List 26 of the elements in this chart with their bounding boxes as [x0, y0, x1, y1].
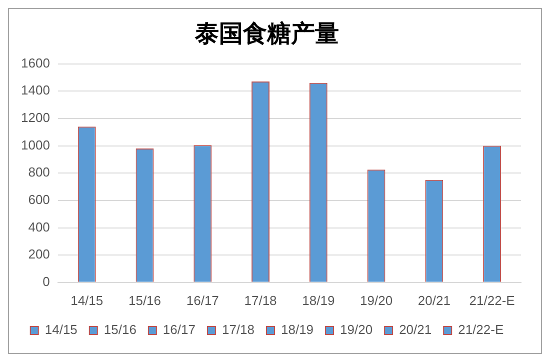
legend-label: 21/22-E [458, 322, 504, 338]
x-tick-label: 18/19 [302, 292, 335, 308]
y-tick-label: 0 [42, 274, 50, 289]
x-tick-label: 20/21 [418, 292, 450, 308]
x-tick-label: 17/18 [244, 292, 277, 308]
y-tick-label: 1600 [21, 55, 50, 70]
legend-label: 18/19 [281, 322, 314, 338]
y-tick-label: 1400 [21, 82, 50, 98]
y-tick-label: 800 [28, 164, 50, 180]
y-tick-label: 400 [28, 219, 50, 234]
x-tick-label: 15/16 [128, 292, 162, 308]
chart-title: 泰国食糖产量 [194, 18, 339, 48]
y-tick-label: 200 [28, 246, 50, 262]
x-tick-label: 14/15 [70, 292, 104, 308]
legend-label: 16/17 [162, 322, 196, 338]
x-tick-label: 16/17 [186, 292, 219, 308]
y-tick-label: 1000 [21, 137, 50, 152]
y-tick-label: 600 [28, 192, 50, 208]
legend-label: 17/18 [222, 322, 255, 338]
x-tick-label: 19/20 [360, 292, 393, 308]
y-tick-label: 1200 [21, 110, 50, 126]
legend-label: 15/16 [104, 322, 136, 338]
x-tick-label: 21/22-E [469, 292, 516, 308]
legend-label: 14/15 [44, 322, 78, 338]
legend-label: 19/20 [340, 322, 373, 338]
legend-label: 20/21 [399, 322, 432, 338]
